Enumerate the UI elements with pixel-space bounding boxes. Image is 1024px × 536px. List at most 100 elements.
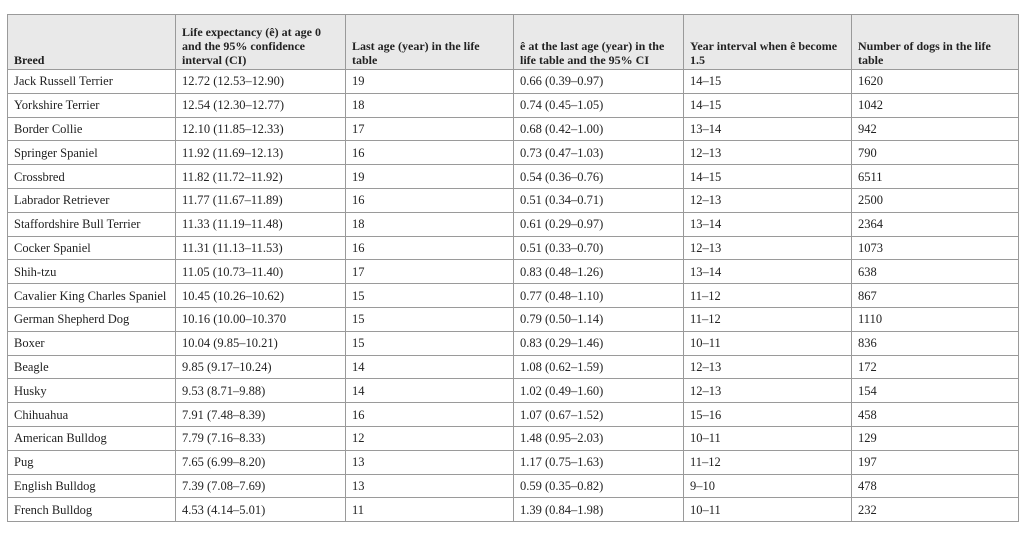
- breed-cell: Chihuahua: [7, 402, 176, 427]
- data-cell: 19: [345, 69, 514, 94]
- data-cell: 10.04 (9.85–10.21): [175, 330, 346, 356]
- data-cell: 2364: [851, 211, 1019, 237]
- breed-cell: Staffordshire Bull Terrier: [7, 211, 176, 237]
- data-table: Breed Life expectancy (ê) at age 0 and th…: [7, 14, 1019, 523]
- data-cell: 154: [851, 378, 1019, 404]
- data-cell: 1.02 (0.49–1.60): [513, 378, 684, 404]
- data-cell: 12: [345, 425, 514, 451]
- data-cell: 11.82 (11.72–11.92): [175, 164, 346, 189]
- header-cell: Number of dogs in the life table: [851, 14, 1019, 70]
- data-cell: 17: [345, 116, 514, 142]
- table-row: Staffordshire Bull Terrier 11.33 (11.19–1…: [7, 211, 1019, 237]
- data-cell: 172: [851, 354, 1019, 380]
- data-cell: 11.05 (10.73–11.40): [175, 259, 346, 285]
- data-cell: 14–15: [683, 164, 852, 189]
- data-cell: 0.79 (0.50–1.14): [513, 306, 684, 332]
- breed-cell: Shih-tzu: [7, 259, 176, 285]
- table-row: Pug 7.65 (6.99–8.20) 13 1.17 (0.75–1.63) 11–…: [7, 449, 1019, 475]
- data-cell: 12.72 (12.53–12.90): [175, 69, 346, 94]
- data-cell: 197: [851, 449, 1019, 475]
- data-cell: 836: [851, 330, 1019, 356]
- data-cell: 12–13: [683, 140, 852, 166]
- breed-cell: English Bulldog: [7, 473, 176, 499]
- header-cell: Life expectancy (ê) at age 0 and the 95%…: [175, 14, 346, 70]
- data-cell: 4.53 (4.14–5.01): [175, 497, 346, 523]
- breed-cell: Husky: [7, 378, 176, 404]
- data-cell: 14: [345, 354, 514, 380]
- data-cell: 7.79 (7.16–8.33): [175, 425, 346, 451]
- data-cell: 7.39 (7.08–7.69): [175, 473, 346, 499]
- data-cell: 11.77 (11.67–11.89): [175, 187, 346, 213]
- data-cell: 7.91 (7.48–8.39): [175, 402, 346, 427]
- data-cell: 0.51 (0.34–0.71): [513, 187, 684, 213]
- data-cell: 12–13: [683, 235, 852, 261]
- breed-cell: Jack Russell Terrier: [7, 69, 176, 94]
- data-cell: 10.45 (10.26–10.62): [175, 283, 346, 308]
- data-cell: 10–11: [683, 497, 852, 523]
- header-cell: ê at the last age (year) in the life tab…: [513, 14, 684, 70]
- breed-cell: Boxer: [7, 330, 176, 356]
- data-cell: 478: [851, 473, 1019, 499]
- data-cell: 790: [851, 140, 1019, 166]
- data-cell: 867: [851, 283, 1019, 308]
- data-cell: 14–15: [683, 92, 852, 118]
- table-row: Chihuahua 7.91 (7.48–8.39) 16 1.07 (0.67–1.…: [7, 402, 1019, 427]
- data-cell: 1.08 (0.62–1.59): [513, 354, 684, 380]
- data-cell: 129: [851, 425, 1019, 451]
- data-cell: 6511: [851, 164, 1019, 189]
- table-row: Labrador Retriever 11.77 (11.67–11.89) 16 0…: [7, 187, 1019, 213]
- data-cell: 7.65 (6.99–8.20): [175, 449, 346, 475]
- data-cell: 0.51 (0.33–0.70): [513, 235, 684, 261]
- data-cell: 0.73 (0.47–1.03): [513, 140, 684, 166]
- table-row: French Bulldog 4.53 (4.14–5.01) 11 1.39 (0.…: [7, 497, 1019, 523]
- data-cell: 458: [851, 402, 1019, 427]
- table-row: Border Collie 12.10 (11.85–12.33) 17 0.68 (…: [7, 116, 1019, 142]
- data-cell: 13–14: [683, 211, 852, 237]
- data-cell: 11–12: [683, 306, 852, 332]
- breed-cell: Border Collie: [7, 116, 176, 142]
- breed-cell: Pug: [7, 449, 176, 475]
- data-cell: 0.77 (0.48–1.10): [513, 283, 684, 308]
- data-cell: 17: [345, 259, 514, 285]
- data-cell: 16: [345, 402, 514, 427]
- table-row: Cavalier King Charles Spaniel 10.45 (10.2…: [7, 283, 1019, 308]
- table-row: American Bulldog 7.79 (7.16–8.33) 12 1.48 (…: [7, 425, 1019, 451]
- data-cell: 18: [345, 211, 514, 237]
- data-cell: 11.92 (11.69–12.13): [175, 140, 346, 166]
- table-row: Jack Russell Terrier 12.72 (12.53–12.90) 1…: [7, 69, 1019, 94]
- data-cell: 16: [345, 140, 514, 166]
- table-row: English Bulldog 7.39 (7.08–7.69) 13 0.59 (0…: [7, 473, 1019, 499]
- data-cell: 13–14: [683, 116, 852, 142]
- data-cell: 10–11: [683, 330, 852, 356]
- breed-cell: Crossbred: [7, 164, 176, 189]
- data-cell: 0.83 (0.48–1.26): [513, 259, 684, 285]
- table-row: Yorkshire Terrier 12.54 (12.30–12.77) 18 0.…: [7, 92, 1019, 118]
- data-cell: 12–13: [683, 354, 852, 380]
- breed-cell: Labrador Retriever: [7, 187, 176, 213]
- data-cell: 1620: [851, 69, 1019, 94]
- header-cell: Breed: [7, 14, 176, 70]
- data-cell: 0.61 (0.29–0.97): [513, 211, 684, 237]
- data-cell: 638: [851, 259, 1019, 285]
- data-cell: 14–15: [683, 69, 852, 94]
- data-cell: 12.54 (12.30–12.77): [175, 92, 346, 118]
- data-cell: 15: [345, 283, 514, 308]
- data-cell: 12.10 (11.85–12.33): [175, 116, 346, 142]
- table-row: Husky 9.53 (8.71–9.88) 14 1.02 (0.49–1.60) 1…: [7, 378, 1019, 404]
- table-row: German Shepherd Dog 10.16 (10.00–10.370 15…: [7, 306, 1019, 332]
- data-cell: 2500: [851, 187, 1019, 213]
- data-cell: 1110: [851, 306, 1019, 332]
- table-row: Crossbred 11.82 (11.72–11.92) 19 0.54 (0.36…: [7, 164, 1019, 189]
- data-cell: 15: [345, 306, 514, 332]
- data-cell: 19: [345, 164, 514, 189]
- data-cell: 12–13: [683, 187, 852, 213]
- breed-cell: French Bulldog: [7, 497, 176, 523]
- table-row: Springer Spaniel 11.92 (11.69–12.13) 16 0.7…: [7, 140, 1019, 166]
- data-cell: 18: [345, 92, 514, 118]
- breed-cell: Cavalier King Charles Spaniel: [7, 283, 176, 308]
- data-cell: 11–12: [683, 283, 852, 308]
- data-cell: 1073: [851, 235, 1019, 261]
- data-cell: 0.54 (0.36–0.76): [513, 164, 684, 189]
- data-cell: 10–11: [683, 425, 852, 451]
